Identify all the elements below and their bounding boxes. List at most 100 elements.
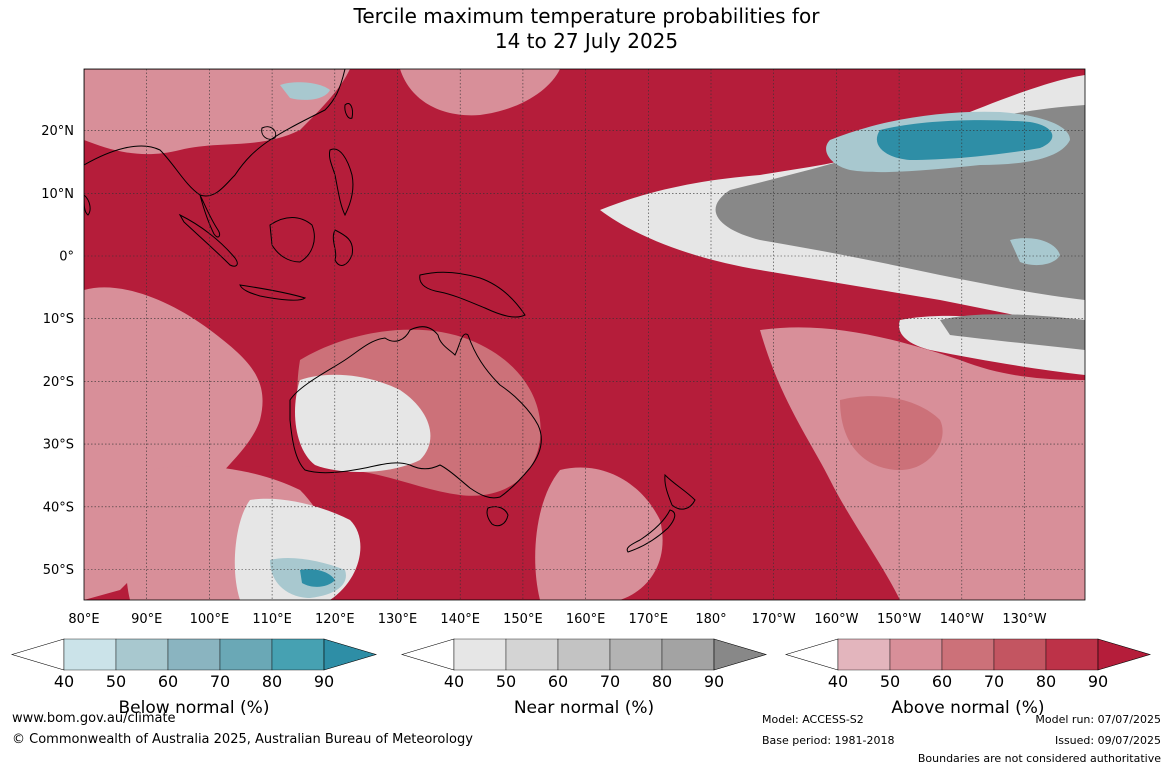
longitude-label: 120°E xyxy=(315,612,355,627)
colorbar-tick-label: 90 xyxy=(1088,672,1108,691)
colorbar-segment xyxy=(453,638,507,671)
colorbar-segment xyxy=(661,638,715,671)
footer-copyright: © Commonwealth of Australia 2025, Austra… xyxy=(12,732,473,747)
colorbar-extend-low xyxy=(10,638,65,671)
above-patch-north-asia xyxy=(84,69,350,155)
colorbar-tick-label: 90 xyxy=(314,672,334,691)
colorbar-above-normal: 40 50 60 70 80 90 Above normal (%) xyxy=(784,638,1152,718)
near-dark-patch-east-pacific xyxy=(940,314,1085,350)
colorbar-segment xyxy=(609,638,663,671)
below-normal-dark-patches xyxy=(300,120,1053,587)
below-light-patch-equatorial xyxy=(1010,238,1060,266)
footer-issued: Issued: 09/07/2025 xyxy=(1054,734,1161,747)
malay-peninsula-coastline xyxy=(199,194,221,238)
colorbar-extend-high xyxy=(713,638,768,671)
landmasses xyxy=(84,69,696,553)
tasmania-coastline xyxy=(486,506,509,527)
colorbar-tick-label: 70 xyxy=(210,672,230,691)
colorbar-tick-label: 70 xyxy=(984,672,1004,691)
map-area xyxy=(84,69,1085,600)
longitude-label: 170°E xyxy=(629,612,669,627)
graticule xyxy=(84,69,1085,600)
latitude-label: 10°S xyxy=(43,312,74,327)
latitude-label: 10°N xyxy=(41,187,74,202)
longitude-label: 160°W xyxy=(814,612,858,627)
new-guinea-coastline xyxy=(419,271,526,318)
colorbar-tick-label: 40 xyxy=(54,672,74,691)
colorbar-title: Near normal (%) xyxy=(514,698,654,718)
map-frame xyxy=(83,68,1086,601)
colorbar-tick-label: 70 xyxy=(600,672,620,691)
longitude-label: 140°W xyxy=(940,612,984,627)
colorbar-extend-low xyxy=(400,638,455,671)
colorbar-extend-high xyxy=(1097,638,1152,671)
longitude-label: 180° xyxy=(695,612,726,627)
above-patch-indian-ocean xyxy=(84,287,263,600)
philippines-coastline xyxy=(329,148,354,217)
colorbar-tick-label: 50 xyxy=(496,672,516,691)
longitude-label: 150°W xyxy=(877,612,921,627)
longitude-label: 130°E xyxy=(378,612,418,627)
colorbar-extend-low xyxy=(784,638,839,671)
colorbar-segment xyxy=(557,638,611,671)
colorbar-tick-label: 50 xyxy=(880,672,900,691)
colorbar-segment xyxy=(271,638,325,671)
taiwan-coastline xyxy=(344,103,353,119)
colorbar-segment xyxy=(115,638,169,671)
longitude-label: 90°E xyxy=(131,612,162,627)
colorbar-tick-label: 40 xyxy=(444,672,464,691)
longitude-label: 110°E xyxy=(252,612,292,627)
colorbar-tick-label: 50 xyxy=(106,672,126,691)
below-dark-patch-north-pacific xyxy=(876,120,1053,160)
longitude-label: 160°E xyxy=(566,612,606,627)
longitude-label: 140°E xyxy=(440,612,480,627)
map-title-line1: Tercile maximum temperature probabilitie… xyxy=(353,4,820,28)
map-title-line2: 14 to 27 July 2025 xyxy=(494,29,679,53)
colorbar-below-normal: 40 50 60 70 80 90 Below normal (%) xyxy=(10,638,378,718)
colorbar-segment xyxy=(993,638,1047,671)
latitude-label: 20°N xyxy=(41,124,74,139)
colorbar-tick-label: 80 xyxy=(1036,672,1056,691)
colorbar-segment xyxy=(63,638,117,671)
latitude-label: 0° xyxy=(59,250,74,265)
footer-model-run: Model run: 07/07/2025 xyxy=(1035,713,1161,726)
colorbar-segment xyxy=(167,638,221,671)
colorbar-segment xyxy=(889,638,943,671)
latitude-label: 20°S xyxy=(43,375,74,390)
longitude-label: 100°E xyxy=(190,612,230,627)
colorbar-tick-label: 60 xyxy=(932,672,952,691)
java-coastline xyxy=(239,284,307,301)
near-light-patch-west-australia xyxy=(295,374,431,472)
colorbar-segment xyxy=(1045,638,1099,671)
latitude-label: 30°S xyxy=(43,438,74,453)
colorbar-title: Above normal (%) xyxy=(891,698,1044,718)
footer-base-period: Base period: 1981-2018 xyxy=(762,734,895,747)
colorbar-tick-label: 90 xyxy=(704,672,724,691)
colorbar-segment xyxy=(219,638,273,671)
longitude-label: 150°E xyxy=(503,612,543,627)
longitude-label: 170°W xyxy=(752,612,796,627)
latitude-label: 50°S xyxy=(43,563,74,578)
sumatra-coastline xyxy=(178,213,238,267)
colorbar-segment xyxy=(941,638,995,671)
colorbar-title: Below normal (%) xyxy=(119,698,270,718)
above-patch-china xyxy=(400,69,560,116)
above-patch-tasman xyxy=(535,467,663,600)
footer-model: Model: ACCESS-S2 xyxy=(762,713,864,726)
hainan-coastline xyxy=(261,126,277,140)
longitude-label: 80°E xyxy=(68,612,99,627)
australia-coastline xyxy=(289,326,542,499)
borneo-coastline xyxy=(269,217,315,263)
colorbar-near-normal: 40 50 60 70 80 90 Near normal (%) xyxy=(400,638,768,718)
map-title: Tercile maximum temperature probabilitie… xyxy=(0,4,1173,54)
below-light-patch-china xyxy=(280,82,330,100)
longitude-labels: 80°E 90°E 100°E 110°E 120°E 130°E 140°E 150°E 16… xyxy=(68,612,1046,627)
colorbar-tick-label: 80 xyxy=(262,672,282,691)
footer-disclaimer: Boundaries are not considered authoritat… xyxy=(917,752,1161,765)
footer-url: www.bom.gov.au/climate xyxy=(12,711,176,726)
longitude-label: 130°W xyxy=(1002,612,1046,627)
colorbar-segment xyxy=(837,638,891,671)
colorbar-tick-label: 40 xyxy=(828,672,848,691)
sulawesi-coastline xyxy=(332,229,354,266)
